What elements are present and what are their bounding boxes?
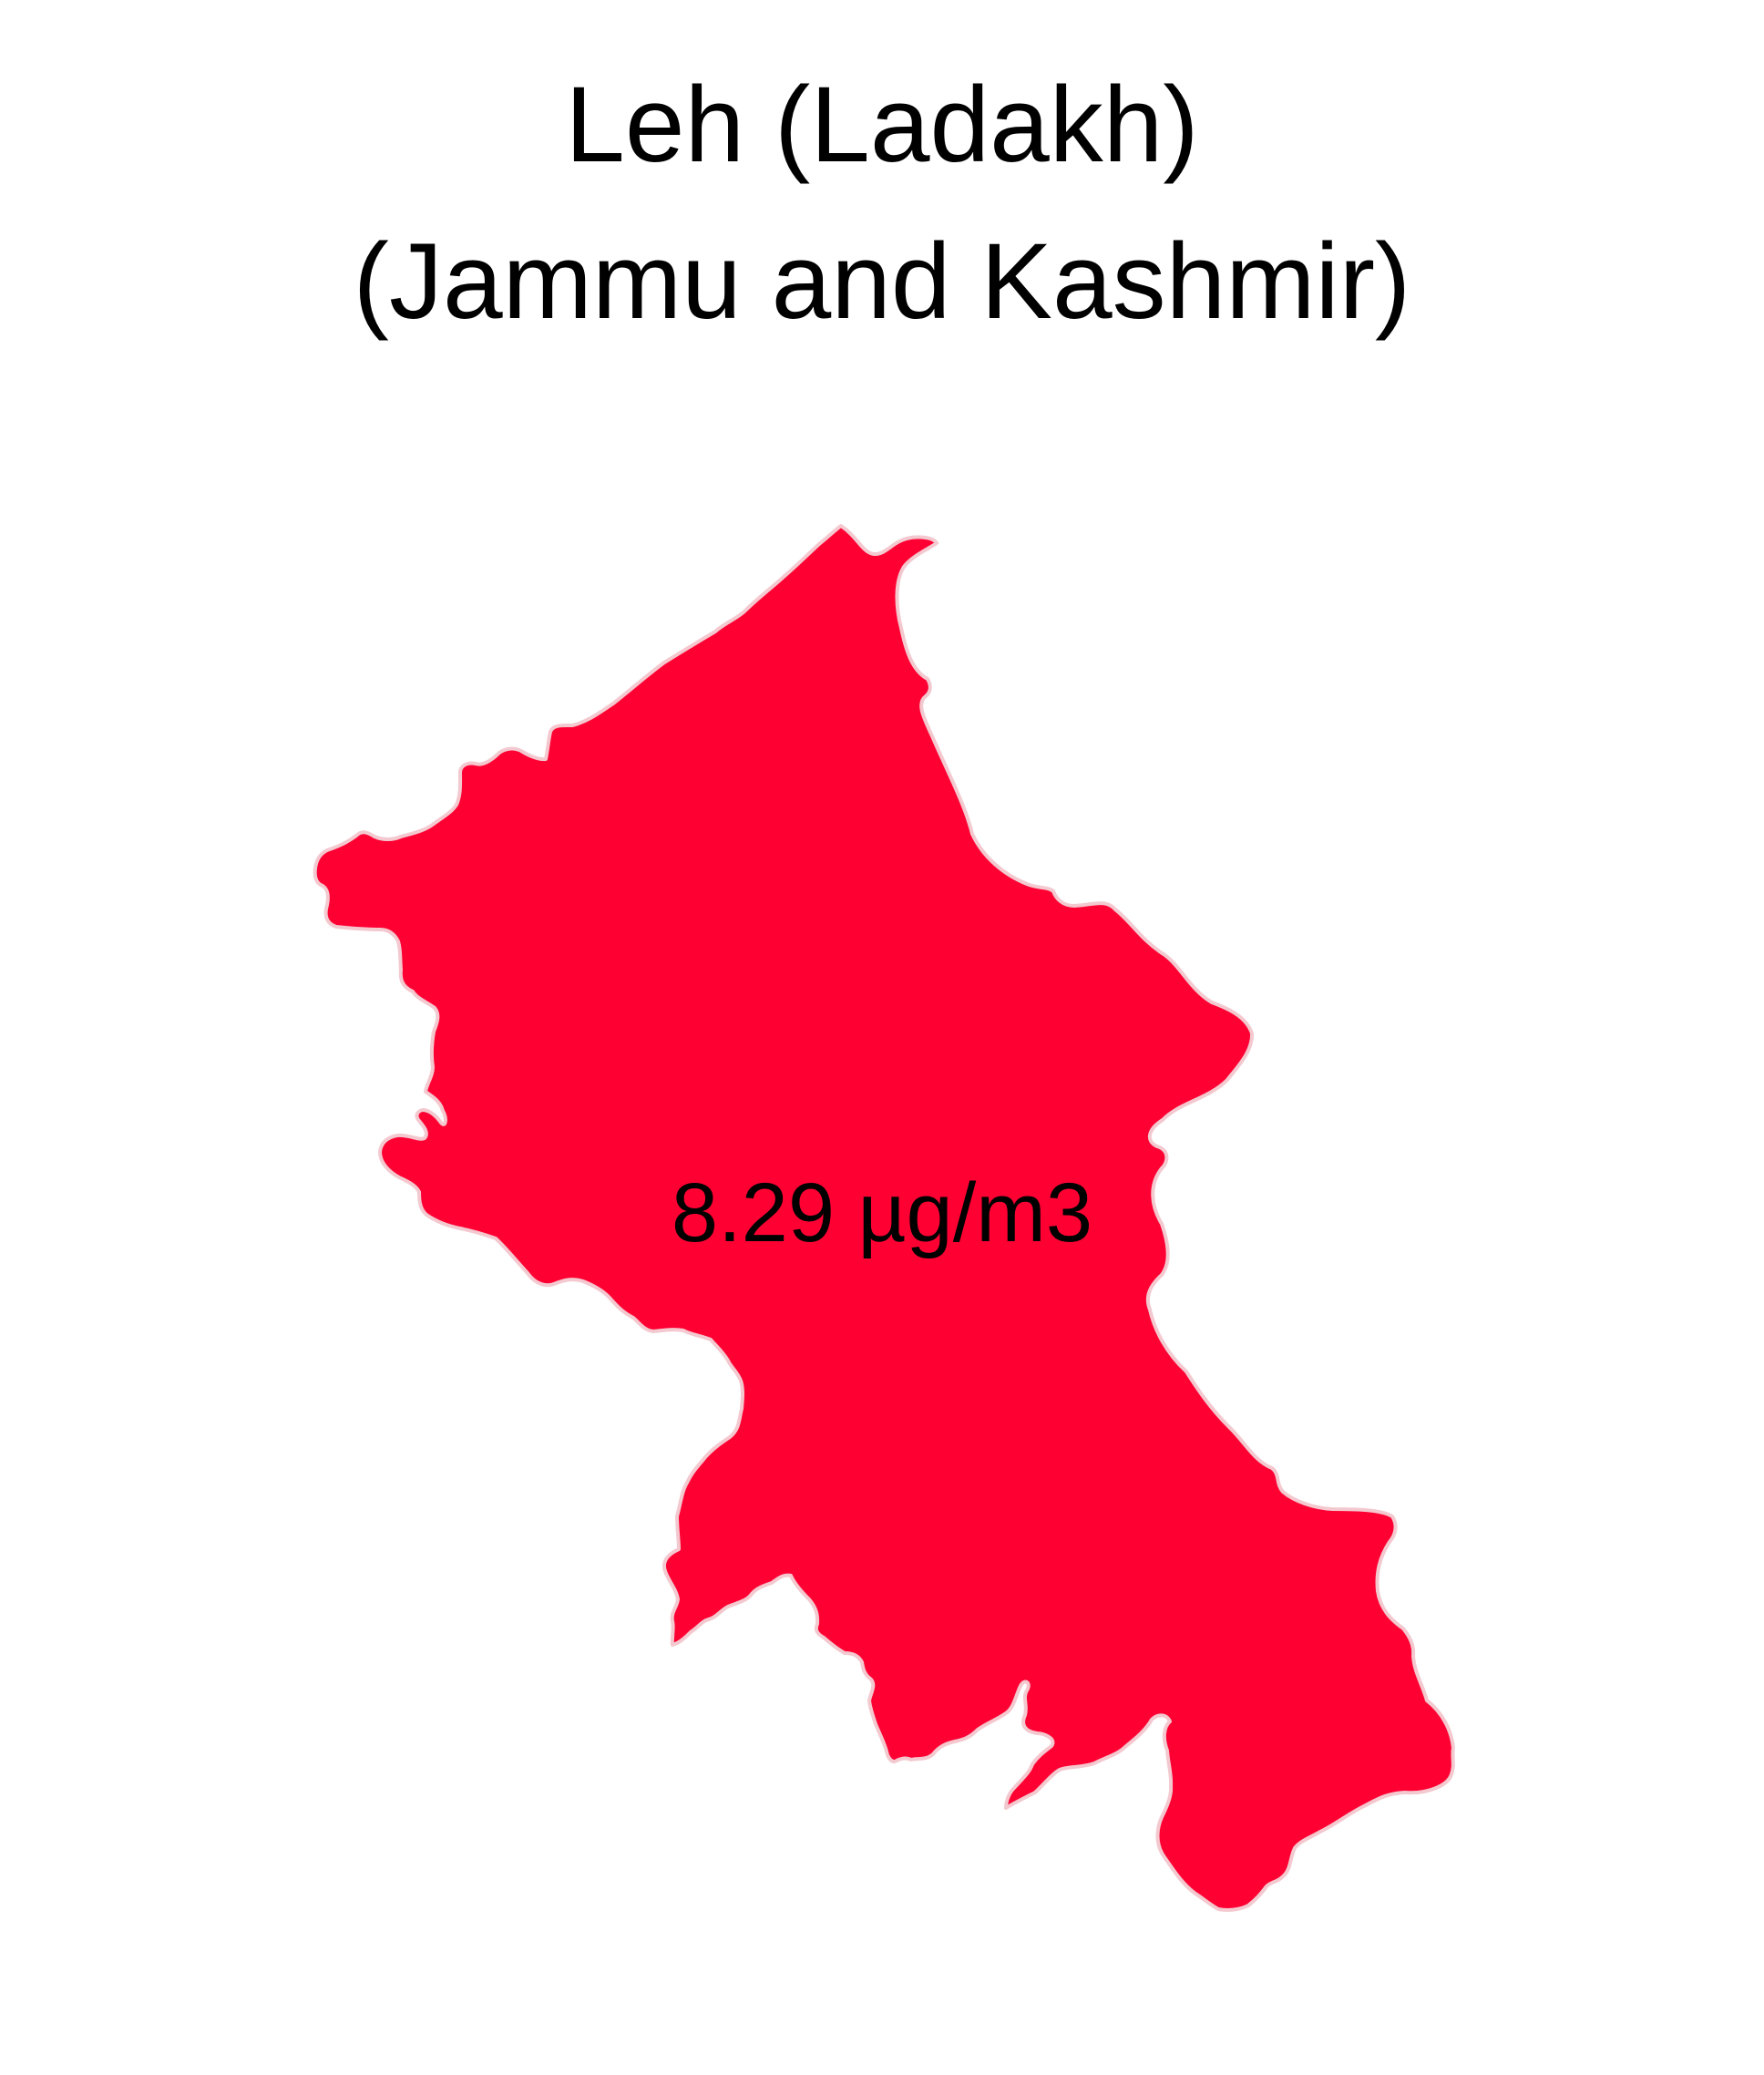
leh-district-region: [313, 524, 1455, 1912]
map-title-line-2: (Jammu and Kashmir): [353, 221, 1411, 342]
map-title-line-1: Leh (Ladakh): [565, 65, 1199, 185]
region-value-label: 8.29 µg/m3: [671, 1166, 1093, 1259]
